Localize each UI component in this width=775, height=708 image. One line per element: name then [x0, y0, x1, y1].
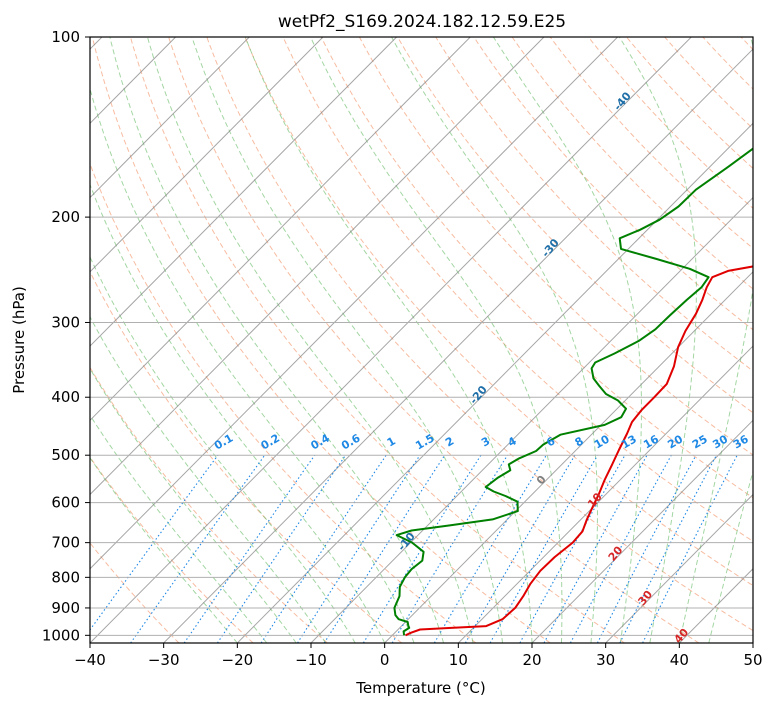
dewpoint-line [393, 147, 753, 636]
mixing-ratio-line [297, 454, 421, 643]
y-tick-label: 100 [51, 28, 80, 46]
dry-adiabat [90, 162, 477, 643]
moist-adiabat [708, 469, 753, 643]
x-tick-label: 30 [596, 651, 615, 669]
moist-adiabat [191, 37, 503, 643]
background-lines [90, 37, 753, 643]
y-tick-label: 700 [51, 534, 80, 552]
mixing-ratio-line [260, 454, 387, 643]
isotherm [90, 37, 545, 496]
chart-title: wetPf2_S169.2024.182.12.59.E25 [278, 12, 566, 32]
dry-adiabat [511, 37, 753, 290]
y-tick-label: 800 [51, 568, 80, 586]
y-tick-label: 500 [51, 446, 80, 464]
moist-adiabat [390, 37, 598, 643]
y-axis: 100 200 300 400 500 600 700 800 900 1000 [42, 28, 90, 644]
dry-adiabat [320, 37, 753, 499]
dry-adiabat [588, 37, 753, 209]
x-tick-label: 0 [380, 651, 390, 669]
isotherm [605, 493, 753, 643]
moist-adiabat [244, 37, 533, 643]
isotherm [90, 37, 250, 199]
x-tick-label: −30 [148, 651, 180, 669]
moist-adiabat [90, 456, 238, 643]
isotherm [531, 419, 753, 643]
mixing-ratio-line [433, 454, 547, 643]
mixing-ratio-line [596, 454, 697, 643]
x-tick-label: 40 [670, 651, 689, 669]
dry-adiabat [282, 37, 753, 542]
moist-adiabat [109, 37, 445, 643]
y-tick-label: 300 [51, 313, 80, 331]
x-tick-label: −40 [74, 651, 106, 669]
mixing-ratio-line [130, 454, 266, 643]
isotherm [90, 37, 397, 347]
isotherm [163, 48, 753, 643]
dry-adiabat [90, 456, 254, 643]
mixing-ratio-line [489, 454, 599, 643]
mixing-ratio-line [216, 454, 346, 643]
series-layer [393, 147, 753, 637]
x-tick-label: 50 [743, 651, 762, 669]
mixing-ratio-line [90, 454, 219, 631]
moist-adiabat [90, 414, 268, 643]
isotherm [90, 37, 618, 570]
y-tick-label: 600 [51, 494, 80, 512]
y-tick-label: 200 [51, 208, 80, 226]
mixing-ratio-line [183, 454, 316, 643]
moist-adiabat [309, 37, 563, 643]
x-tick-label: −10 [295, 651, 327, 669]
moist-adiabat [90, 255, 356, 643]
dry-adiabat [130, 37, 625, 643]
pressure-gridlines [90, 37, 753, 636]
moist-adiabat [90, 183, 386, 643]
y-tick-label: 1000 [42, 626, 80, 644]
moist-adiabat [146, 37, 474, 643]
dry-adiabat [358, 37, 753, 456]
moist-adiabat [618, 37, 697, 643]
y-tick-label: 900 [51, 599, 80, 617]
mixing-ratio-line [569, 454, 672, 643]
isotherm [90, 37, 324, 273]
moist-adiabat [492, 37, 642, 643]
mixing-ratio-line [519, 454, 626, 643]
x-tick-label: 20 [522, 651, 541, 669]
x-axis: −40 −30 −20 −10 0 10 20 30 40 50 [74, 643, 763, 669]
temperature-line [405, 265, 753, 637]
x-axis-title: Temperature (°C) [355, 679, 485, 697]
dry-adiabat [168, 37, 700, 643]
x-tick-label: −20 [222, 651, 254, 669]
dry-adiabat [473, 37, 753, 331]
isotherm [90, 37, 471, 421]
dry-adiabat [626, 37, 753, 170]
moist-adiabat [90, 87, 415, 643]
moist-adiabat [90, 367, 297, 643]
dry-adiabat [90, 270, 403, 643]
isotherm [384, 271, 753, 643]
mixing-ratio-line [323, 454, 446, 643]
x-tick-label: 10 [449, 651, 468, 669]
plot-frame [89, 36, 754, 644]
isotherm [236, 122, 753, 643]
mixing-ratio-line [464, 454, 576, 643]
y-axis-title: Pressure (hPa) [10, 286, 28, 394]
dry-adiabat [91, 37, 551, 643]
y-tick-label: 400 [51, 388, 80, 406]
moist-adiabat [678, 37, 753, 643]
isotherm [90, 37, 692, 643]
isotherm [457, 345, 753, 643]
dry-adiabat [90, 366, 328, 643]
moist-adiabat [90, 315, 327, 643]
